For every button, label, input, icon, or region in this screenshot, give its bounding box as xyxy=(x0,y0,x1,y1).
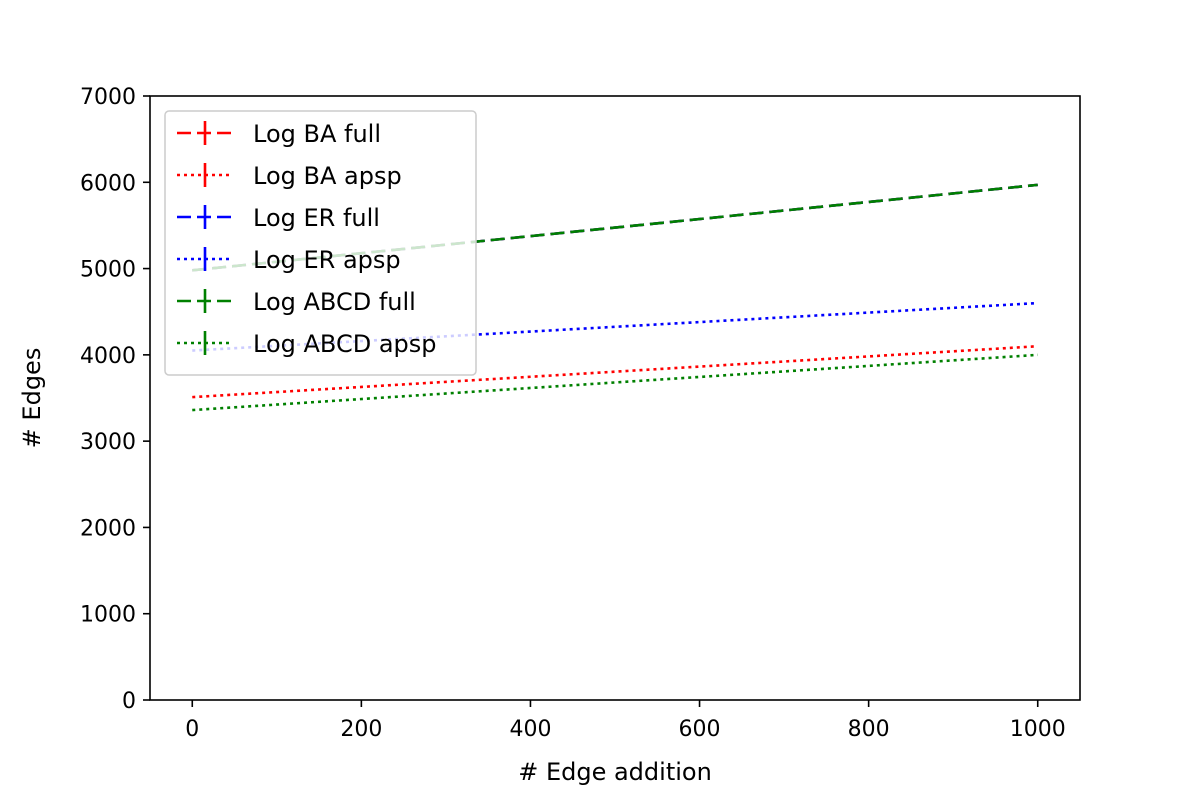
x-axis: 0 200 400 600 800 1000 xyxy=(185,700,1066,742)
x-tick-label: 400 xyxy=(509,717,551,742)
x-tick-label: 800 xyxy=(848,717,890,742)
x-tick-label: 0 xyxy=(185,717,199,742)
y-tick-label: 6000 xyxy=(80,171,136,196)
x-tick-label: 1000 xyxy=(1010,717,1066,742)
legend-label: Log ABCD full xyxy=(253,288,416,316)
y-tick-label: 4000 xyxy=(80,344,136,369)
series-line-5 xyxy=(192,353,1038,412)
x-axis-title: # Edge addition xyxy=(518,758,712,786)
y-tick-label: 1000 xyxy=(80,603,136,628)
y-tick-label: 3000 xyxy=(80,430,136,455)
legend-box xyxy=(164,110,477,376)
y-tick-label: 2000 xyxy=(80,516,136,541)
legend-label: Log ER full xyxy=(253,204,380,232)
y-axis: 0 1000 2000 3000 4000 5000 6000 7000 xyxy=(80,85,150,714)
legend-label: Log ABCD apsp xyxy=(253,330,437,358)
y-tick-label: 7000 xyxy=(80,85,136,110)
series-line-1 xyxy=(192,344,1038,399)
legend-label: Log ER apsp xyxy=(253,246,401,274)
legend-label: Log BA apsp xyxy=(253,162,402,190)
legend-label: Log BA full xyxy=(253,120,381,148)
x-tick-label: 600 xyxy=(679,717,721,742)
y-tick-label: 0 xyxy=(122,689,136,714)
y-tick-label: 5000 xyxy=(80,258,136,283)
plot-frame xyxy=(149,95,1081,701)
legend: Log BA full Log BA apsp Log ER full Log ER … xyxy=(164,110,477,376)
y-axis-title: # Edges xyxy=(18,348,46,449)
x-tick-label: 200 xyxy=(340,717,382,742)
